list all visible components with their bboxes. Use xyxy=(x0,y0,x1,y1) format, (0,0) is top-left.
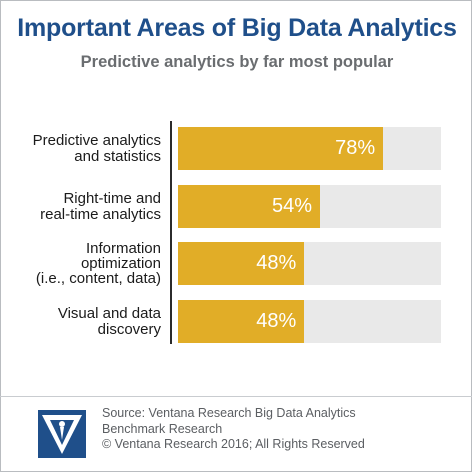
bar: 54% xyxy=(178,185,321,228)
source-note: Source: Ventana Research Big Data Analyt… xyxy=(102,406,365,453)
bar: 48% xyxy=(178,300,305,343)
bar-value-label: 78% xyxy=(335,137,376,159)
source-line: Benchmark Research xyxy=(102,421,223,436)
bar-value-label: 54% xyxy=(271,195,313,217)
footer-divider xyxy=(0,396,472,397)
ventana-logo-icon xyxy=(38,410,86,458)
bar-row: Visual and data discovery 48% xyxy=(0,300,474,343)
bar-value-label: 48% xyxy=(256,310,297,332)
bar-row: Predictive analytics and statistics 78% xyxy=(0,127,474,170)
bar-row: Information optimization (i.e., content,… xyxy=(0,239,474,288)
bar: 78% xyxy=(178,127,384,170)
category-label: Visual and data discovery xyxy=(57,305,161,338)
bar-row: Right-time and real-time analytics 54% xyxy=(0,185,474,228)
bar: 48% xyxy=(178,242,305,285)
bar-track: 54% xyxy=(178,185,441,228)
source-line: Source: Ventana Research Big Data Analyt… xyxy=(102,406,356,420)
category-label: Information optimization (i.e., content,… xyxy=(35,239,161,288)
copyright-line: © Ventana Research 2016; All Rights Rese… xyxy=(102,437,365,451)
bar-track: 78% xyxy=(178,127,441,170)
chart-subtitle: Predictive analytics by far most popular xyxy=(80,53,394,71)
category-axis-line xyxy=(170,121,172,344)
chart-title: Important Areas of Big Data Analytics xyxy=(17,14,457,42)
bar-track: 48% xyxy=(178,300,441,343)
bar-value-label: 48% xyxy=(256,252,297,274)
category-label: Predictive analytics and statistics xyxy=(32,132,161,165)
category-label: Right-time and real-time analytics xyxy=(40,190,161,223)
bar-track: 48% xyxy=(178,242,441,285)
